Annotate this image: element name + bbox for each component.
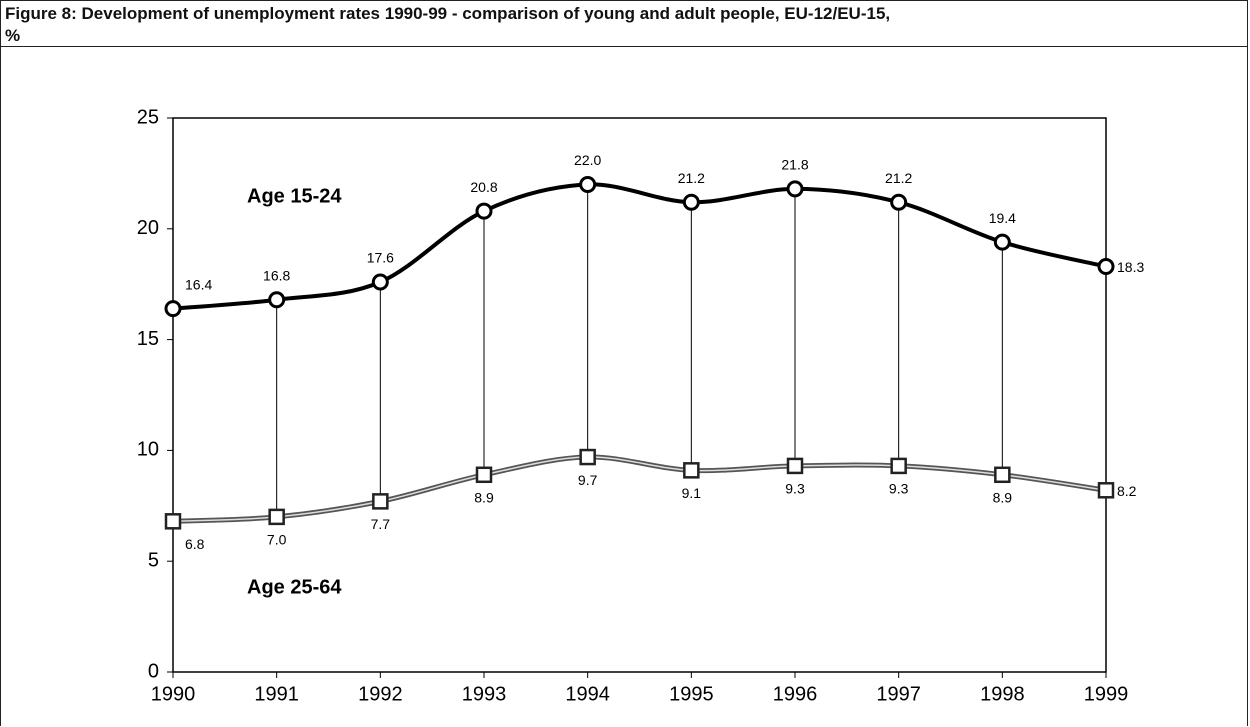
y-tick-label: 20 — [137, 217, 159, 239]
data-label: 9.3 — [785, 481, 805, 497]
point-marker — [993, 233, 1011, 251]
y-tick-label: 15 — [137, 328, 159, 350]
data-label: 8.9 — [993, 489, 1013, 505]
point-marker — [786, 457, 804, 475]
data-label: 16.8 — [263, 267, 290, 283]
y-tick-label: 0 — [148, 660, 159, 682]
point-marker — [682, 193, 700, 211]
x-tick-label: 1997 — [876, 683, 921, 705]
data-label: 9.7 — [578, 472, 598, 488]
data-label: 7.0 — [267, 532, 287, 548]
x-tick-label: 1994 — [565, 683, 610, 705]
point-marker — [164, 513, 182, 530]
x-tick-label: 1991 — [254, 683, 299, 705]
x-tick-label: 1998 — [980, 683, 1025, 705]
data-label: 21.2 — [678, 170, 705, 186]
point-marker — [890, 457, 907, 475]
x-tick-label: 1995 — [669, 683, 714, 705]
point-marker — [579, 448, 596, 466]
series-line — [172, 454, 1107, 524]
series-label: Age 15-24 — [247, 185, 342, 207]
data-label: 9.1 — [682, 485, 702, 501]
point-marker — [475, 466, 493, 484]
data-label: 8.9 — [474, 489, 494, 505]
point-marker — [579, 175, 597, 193]
data-label: 18.3 — [1117, 259, 1144, 275]
point-marker — [994, 466, 1011, 484]
point-marker — [372, 493, 389, 510]
series-label: Age 25-64 — [247, 576, 342, 598]
title-separator — [0, 46, 1248, 47]
data-label: 6.8 — [185, 536, 205, 552]
point-marker — [683, 462, 700, 479]
point-marker — [890, 193, 908, 211]
point-marker — [268, 508, 285, 526]
point-marker — [786, 180, 804, 198]
x-tick-label: 1999 — [1084, 683, 1129, 705]
point-marker — [1097, 257, 1115, 275]
y-tick-label: 5 — [148, 549, 159, 571]
point-marker — [268, 291, 286, 309]
point-marker — [164, 300, 182, 318]
x-tick-label: 1996 — [773, 683, 818, 705]
x-tick-label: 1990 — [151, 683, 196, 705]
data-label: 22.0 — [574, 152, 601, 168]
data-label: 7.7 — [371, 516, 391, 532]
point-marker — [371, 273, 389, 291]
y-tick-label: 10 — [137, 439, 159, 461]
x-tick-label: 1993 — [462, 683, 507, 705]
data-label: 19.4 — [989, 210, 1016, 226]
y-tick-label: 25 — [137, 106, 159, 128]
data-label: 21.2 — [885, 170, 912, 186]
point-marker — [1097, 482, 1115, 499]
x-tick-label: 1992 — [358, 683, 403, 705]
series-line-inner — [172, 456, 1107, 523]
data-label: 20.8 — [470, 179, 497, 195]
data-label: 8.2 — [1117, 483, 1137, 499]
point-marker — [475, 202, 493, 220]
data-label: 9.3 — [889, 481, 909, 497]
data-label: 21.8 — [781, 157, 808, 173]
series-line — [172, 182, 1107, 311]
data-label: 16.4 — [185, 276, 212, 292]
data-label: 17.6 — [367, 250, 394, 266]
chart-title: Figure 8: Development of unemployment ra… — [5, 4, 891, 45]
